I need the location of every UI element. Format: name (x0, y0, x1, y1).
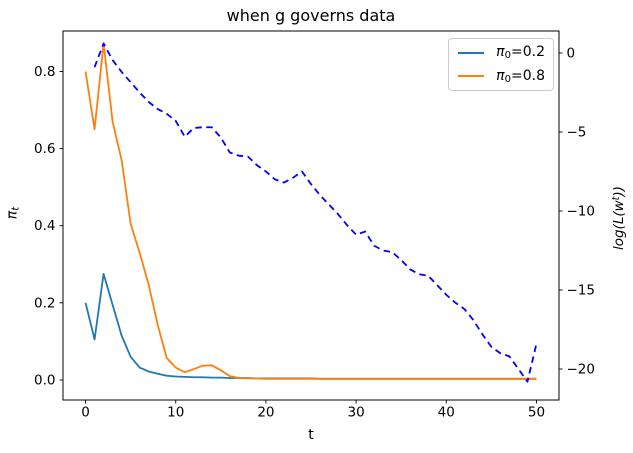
legend-value: =0.2 (511, 44, 545, 61)
x-tick-label: 10 (167, 405, 184, 421)
legend-value: =0.8 (511, 67, 545, 84)
legend-label: π0=0.8 (496, 68, 545, 85)
y-left-tick-label: 0.6 (34, 141, 55, 157)
legend-pi-subscript: 0 (504, 73, 511, 85)
y-right-tick-label: 0 (567, 45, 576, 61)
x-axis-label: t (308, 427, 314, 443)
y-right-tick-label: −15 (567, 283, 596, 299)
y-left-label-sub: t (10, 206, 22, 211)
legend-item: π0=0.8 (458, 65, 545, 87)
legend-line-sample (458, 75, 484, 78)
plot-border (62, 30, 560, 401)
series-line-pi0-08 (84, 42, 537, 380)
legend-pi-symbol: π (496, 67, 505, 84)
y-axis-label-right: log(L(wt)) (611, 186, 627, 250)
x-tick-label: 50 (528, 405, 545, 421)
y-left-tick-label: 0.4 (34, 218, 55, 234)
y-left-label-main: π (4, 210, 21, 220)
legend: π0=0.2 π0=0.8 (448, 38, 554, 91)
legend-item: π0=0.2 (458, 42, 545, 64)
x-tick-label: 20 (257, 405, 274, 421)
series-line-log-likelihood (93, 42, 538, 383)
y-right-label-prefix: log(L(w (611, 200, 628, 251)
y-axis-label-left: πt (4, 207, 21, 219)
y-left-tick-label: 0.2 (34, 295, 55, 311)
x-tick-label: 0 (81, 405, 90, 421)
x-tick-label: 40 (438, 405, 455, 421)
y-right-tick-label: −20 (567, 362, 596, 378)
y-right-label-suffix: )) (611, 185, 628, 197)
y-right-tick-label: −10 (567, 203, 596, 219)
legend-label: π0=0.2 (496, 44, 545, 61)
y-right-label-sup: t (610, 196, 622, 201)
legend-line-sample (458, 51, 484, 54)
legend-pi-subscript: 0 (504, 50, 511, 62)
y-left-tick-label: 0.8 (34, 64, 55, 80)
series-line-pi0-02 (84, 273, 537, 380)
x-tick-label: 30 (347, 405, 364, 421)
y-right-tick-label: −5 (567, 124, 587, 140)
y-left-tick-label: 0.0 (34, 372, 55, 388)
chart-title: when g governs data (226, 6, 396, 25)
legend-pi-symbol: π (496, 44, 505, 61)
